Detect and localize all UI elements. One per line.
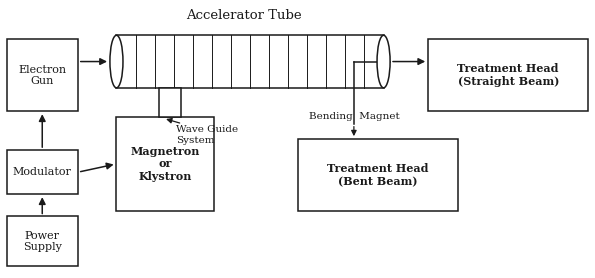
Ellipse shape <box>377 35 390 88</box>
Text: Modulator: Modulator <box>13 167 71 177</box>
Bar <box>117 117 214 211</box>
Bar <box>7 150 78 194</box>
Bar <box>428 39 588 111</box>
Text: Treatment Head
(Bent Beam): Treatment Head (Bent Beam) <box>327 163 428 187</box>
Bar <box>117 35 384 88</box>
Ellipse shape <box>110 35 123 88</box>
Text: Power
Supply: Power Supply <box>23 230 62 252</box>
Text: Wave Guide
System: Wave Guide System <box>176 125 238 145</box>
Bar <box>7 217 78 266</box>
Text: Electron
Gun: Electron Gun <box>18 64 66 86</box>
Bar <box>159 88 181 117</box>
Bar <box>298 139 458 211</box>
Text: Treatment Head
(Straight Beam): Treatment Head (Straight Beam) <box>458 63 559 87</box>
Text: Accelerator Tube: Accelerator Tube <box>186 9 302 22</box>
Bar <box>7 39 78 111</box>
Text: Bending  Magnet: Bending Magnet <box>309 112 399 121</box>
Text: Magnetron
or
Klystron: Magnetron or Klystron <box>131 146 200 182</box>
